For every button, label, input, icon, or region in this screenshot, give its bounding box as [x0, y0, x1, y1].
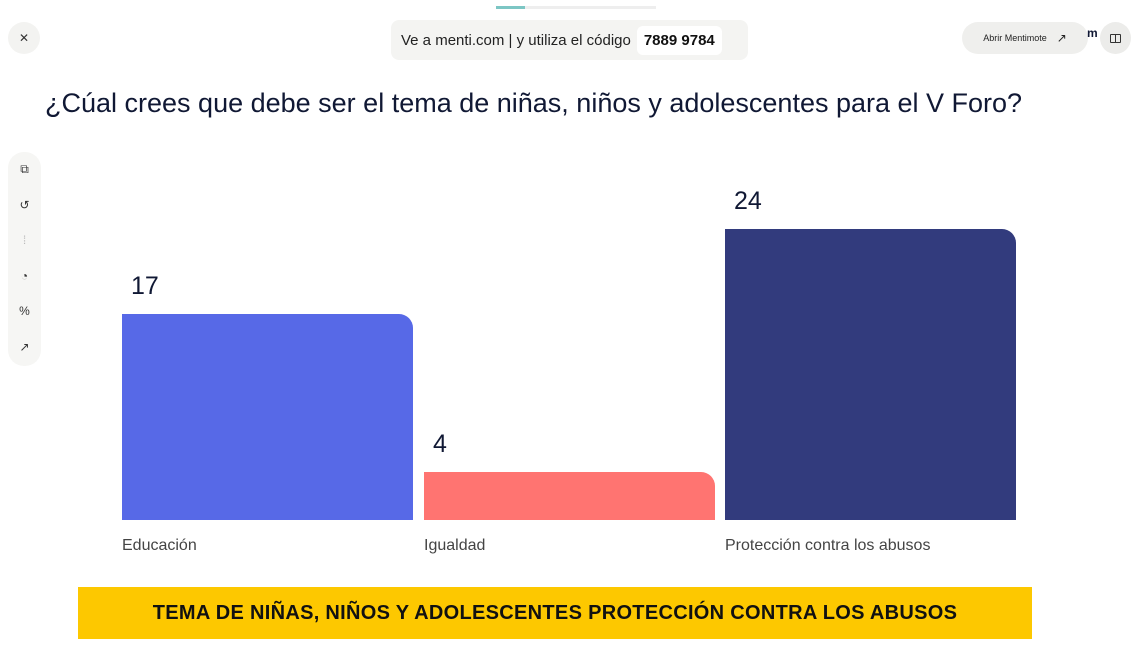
result-banner: TEMA DE NIÑAS, NIÑOS Y ADOLESCENTES PROT…: [78, 587, 1032, 639]
open-mentimote-button[interactable]: Abrir Mentimote ↗: [962, 22, 1088, 54]
bar-chart-icon[interactable]: ⁞: [22, 233, 27, 247]
percent-icon[interactable]: %: [19, 304, 30, 318]
pie-chart-icon[interactable]: ◔: [20, 268, 29, 283]
join-text: Ve a menti.com | y utiliza el código: [401, 31, 631, 49]
value-label: 24: [734, 187, 762, 215]
value-label: 4: [433, 429, 447, 458]
external-link-icon: ↗: [1056, 31, 1067, 45]
trend-icon[interactable]: ↗: [19, 339, 30, 354]
question-title: ¿Cúal crees que debe ser el tema de niña…: [45, 88, 1023, 118]
category-label: Igualdad: [424, 537, 486, 554]
toggle-panel-button[interactable]: [1100, 22, 1131, 54]
result-toolbar: ⧉ ↺ ⁞ ◔ % ↗: [8, 152, 41, 366]
bar-0: [122, 313, 413, 520]
category-label: Protección contra los abusos: [725, 537, 931, 554]
slide-progress: [496, 6, 656, 9]
bar-1: [424, 471, 715, 520]
value-label: 17: [131, 271, 159, 300]
join-code: 7889 9784: [636, 25, 722, 55]
close-button[interactable]: ✕: [8, 22, 40, 54]
panel-icon: [1110, 33, 1121, 43]
logo-fragment: m: [1087, 26, 1098, 40]
copy-icon[interactable]: ⧉: [20, 162, 29, 176]
close-icon: ✕: [18, 31, 30, 45]
join-instructions: Ve a menti.com | y utiliza el código 788…: [391, 20, 748, 60]
category-label: Educación: [122, 537, 197, 554]
open-mentimote-label: Abrir Mentimote: [983, 33, 1047, 43]
bar-2: [725, 229, 1016, 520]
reset-results-icon[interactable]: ↺: [19, 197, 30, 212]
